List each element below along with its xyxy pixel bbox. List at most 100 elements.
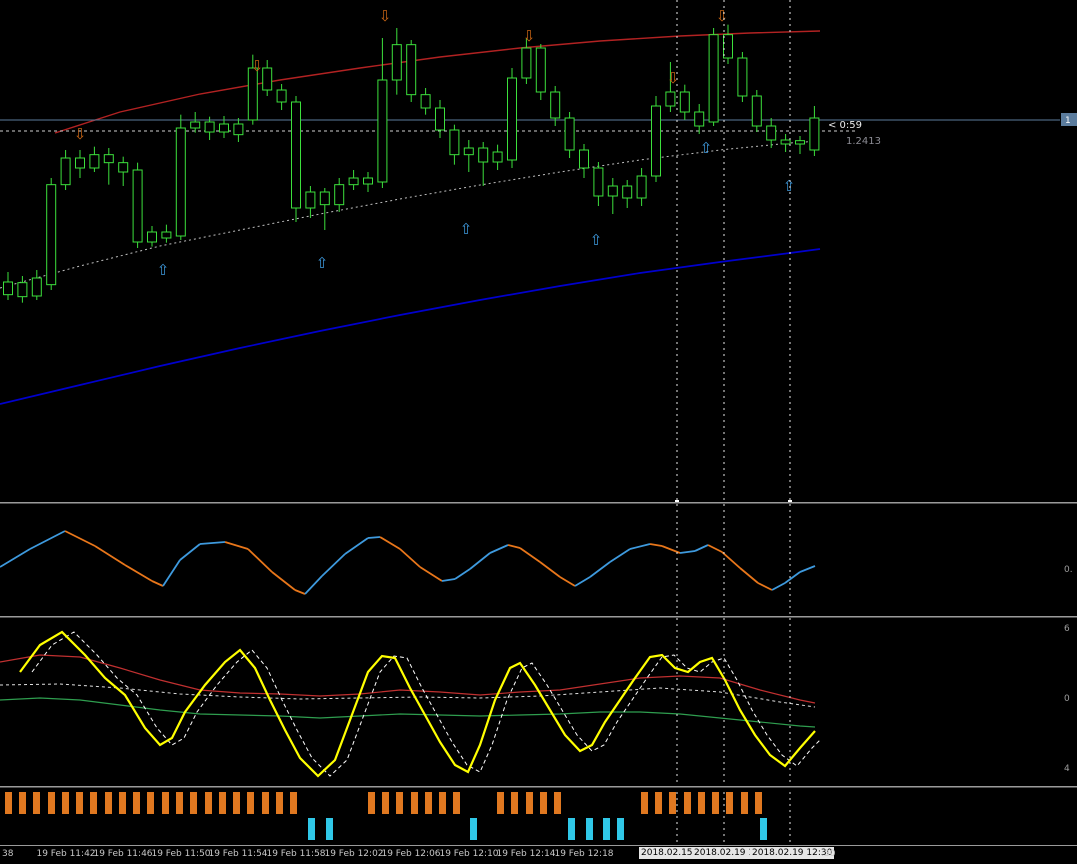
histogram-up-bar [262, 792, 269, 814]
candlestick [46, 184, 57, 286]
candlestick [147, 231, 157, 243]
histogram-down-bar [308, 818, 315, 840]
oscillator-segment [574, 576, 591, 587]
time-axis-label-suffix: :30 [821, 849, 836, 859]
oscillator-segment [29, 530, 66, 550]
candlestick [521, 47, 532, 79]
sell-signal-arrow-icon: ⇩ [379, 7, 392, 25]
candlestick [435, 107, 445, 131]
histogram-up-bar [382, 792, 389, 814]
time-axis-label: 19 Feb 12:06 [381, 849, 441, 859]
oscillator-segment [721, 551, 741, 569]
histogram-up-bar [233, 792, 240, 814]
candlestick [262, 67, 273, 91]
histogram-down-bar [326, 818, 333, 840]
bid-price-label: 1.2413 [846, 136, 881, 147]
candlestick [751, 95, 762, 127]
oscillator-segment [559, 576, 576, 587]
oscillator-segment [199, 541, 226, 545]
candlestick [535, 47, 546, 93]
oscillator-segment [629, 543, 651, 550]
candlestick [175, 127, 186, 237]
histogram-up-bar [276, 792, 283, 814]
candlestick [406, 44, 417, 96]
time-axis-label: 19 Feb 12:02 [324, 849, 384, 859]
candlestick [334, 184, 345, 206]
oscillator-segment [519, 547, 541, 563]
upper-band-line [54, 30, 821, 134]
time-axis-label: 19 Feb 12:10 [439, 849, 499, 859]
oscillator-segment [344, 537, 369, 555]
time-axis-label: 19 Feb 12:14 [496, 849, 556, 859]
candlestick [449, 129, 460, 156]
candlestick [118, 162, 129, 173]
histogram-up-bar [755, 792, 762, 814]
candlestick [492, 151, 503, 163]
median-dashed-line [0, 140, 821, 289]
candlestick [247, 67, 258, 121]
candlestick [651, 105, 661, 177]
time-axis-label: 19 Feb 12:18 [554, 849, 614, 859]
oscillator-segment [454, 568, 471, 580]
slow-dashed-white-line [0, 683, 816, 708]
candlestick [391, 44, 402, 81]
histogram-up-bar [105, 792, 112, 814]
histogram-up-bar [684, 792, 691, 814]
histogram-up-bar [133, 792, 140, 814]
candlestick [507, 77, 517, 161]
candlestick [204, 121, 215, 133]
histogram-up-bar [247, 792, 254, 814]
histogram-up-bar [453, 792, 460, 814]
time-axis-highlight-label: 2018.02.19 12:30 [750, 847, 835, 859]
oscillator-segment [469, 552, 491, 570]
candlestick [579, 149, 589, 169]
histogram-up-bar [726, 792, 733, 814]
candlestick [17, 282, 28, 298]
time-axis-label: 19 Feb 11:42 [36, 849, 96, 859]
histogram-up-bar [655, 792, 662, 814]
candlestick [132, 169, 143, 243]
oscillator-segment [399, 548, 421, 568]
candlestick [708, 34, 719, 123]
candlestick [3, 281, 13, 296]
oscillator-segment [271, 571, 296, 591]
bid-price-axis-tag-text: 1 [1065, 116, 1071, 126]
buy-signal-arrow-icon: ⇧ [783, 177, 796, 195]
candlestick [665, 91, 676, 107]
oscillator-segment [419, 566, 443, 582]
histogram-up-bar [396, 792, 403, 814]
oscillator-segment [649, 543, 663, 547]
main-yellow-line [19, 630, 816, 778]
axis-scale-fragment: 0. [1064, 565, 1073, 575]
candlestick [679, 91, 690, 113]
histogram-up-bar [526, 792, 533, 814]
oscillator-segment [771, 582, 786, 591]
candlestick [305, 191, 316, 209]
histogram-up-bar [62, 792, 69, 814]
histogram-up-bar [439, 792, 446, 814]
bid-price-axis-tag [1061, 113, 1077, 126]
sell-signal-arrow-icon: ⇩ [716, 7, 729, 25]
candlestick [622, 185, 633, 199]
histogram-up-bar [19, 792, 26, 814]
sell-signal-arrow-icon: ⇩ [251, 57, 264, 75]
signal-dashed-fast-line [31, 631, 821, 777]
candlestick [564, 117, 575, 151]
buy-signal-arrow-icon: ⇧ [700, 139, 713, 157]
candlestick [809, 117, 820, 151]
histogram-up-bar [5, 792, 12, 814]
histogram-up-bar [205, 792, 212, 814]
candlestick [363, 177, 373, 185]
time-axis[interactable]: 38 19 Feb 11:42 19 Feb 11:46 19 Feb 11:50 19… [0, 846, 1077, 864]
candlestick [377, 79, 388, 183]
candlestick [348, 177, 359, 186]
candlestick [291, 101, 301, 209]
candlestick [795, 140, 805, 145]
candlestick [593, 167, 604, 197]
axis-scale-fragment: 0 [1064, 694, 1070, 704]
candlestick [737, 57, 748, 97]
slow-green-line [0, 697, 816, 728]
histogram-up-bar [425, 792, 432, 814]
chart-canvas[interactable]: ⇩ ⇩ ⇩ ⇩ ⇩ ⇩ ⇧ ⇧ ⇧ ⇧ ⇧ ⇧ 0. 6 0 4 1 [0, 0, 1077, 846]
oscillator-segment [162, 559, 181, 587]
